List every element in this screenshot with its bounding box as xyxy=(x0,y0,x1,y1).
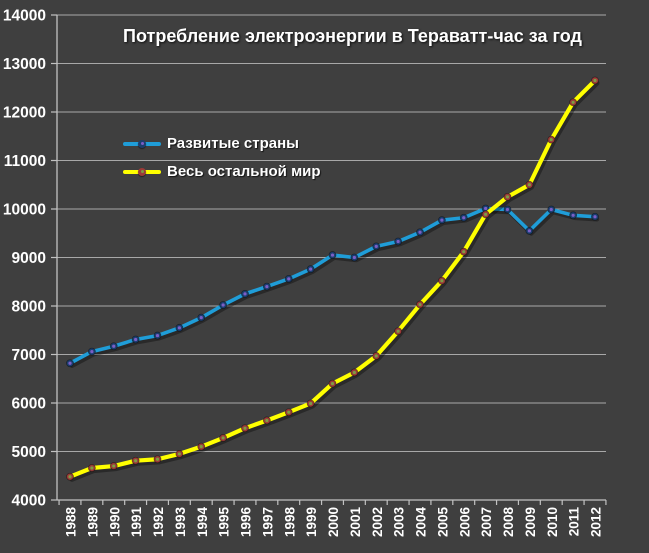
legend-item-rest-of-world: Весь остальной мир xyxy=(123,162,321,181)
svg-text:1997: 1997 xyxy=(260,507,275,537)
svg-text:1993: 1993 xyxy=(173,507,188,538)
svg-text:8000: 8000 xyxy=(12,299,46,316)
svg-text:1999: 1999 xyxy=(304,507,319,537)
legend-label-developed-countries: Развитые страны xyxy=(167,135,299,152)
svg-text:2004: 2004 xyxy=(414,507,429,538)
svg-text:14000: 14000 xyxy=(3,8,46,25)
svg-text:2006: 2006 xyxy=(457,507,472,538)
svg-text:2005: 2005 xyxy=(435,507,450,538)
svg-text:2008: 2008 xyxy=(501,507,516,538)
svg-text:1994: 1994 xyxy=(195,507,210,538)
svg-text:2007: 2007 xyxy=(479,507,494,537)
svg-text:1990: 1990 xyxy=(107,507,122,537)
svg-text:4000: 4000 xyxy=(12,493,46,510)
svg-text:2000: 2000 xyxy=(326,507,341,537)
svg-text:1989: 1989 xyxy=(85,507,100,537)
legend-line-marker-icon xyxy=(123,167,161,176)
svg-text:2001: 2001 xyxy=(348,507,363,538)
svg-text:2009: 2009 xyxy=(523,507,538,537)
svg-text:1988: 1988 xyxy=(64,507,79,538)
svg-text:1995: 1995 xyxy=(217,507,232,538)
svg-text:12000: 12000 xyxy=(3,105,46,122)
legend: Развитые страны Весь остальной мир xyxy=(123,134,321,190)
legend-label-rest-of-world: Весь остальной мир xyxy=(167,163,321,180)
svg-text:13000: 13000 xyxy=(3,56,46,73)
svg-text:5000: 5000 xyxy=(12,444,46,461)
chart-title: Потребление электроэнергии в Тераватт-ча… xyxy=(123,26,582,46)
svg-text:2002: 2002 xyxy=(370,507,385,537)
svg-text:7000: 7000 xyxy=(12,347,46,364)
svg-text:2012: 2012 xyxy=(589,507,604,537)
svg-text:1991: 1991 xyxy=(129,507,144,538)
legend-item-developed-countries: Развитые страны xyxy=(123,134,321,153)
svg-text:1998: 1998 xyxy=(282,507,297,538)
svg-text:2003: 2003 xyxy=(392,507,407,538)
svg-text:2010: 2010 xyxy=(545,507,560,537)
legend-line-marker-icon xyxy=(123,139,161,148)
svg-text:9000: 9000 xyxy=(12,250,46,267)
svg-text:2011: 2011 xyxy=(567,507,582,537)
svg-text:1992: 1992 xyxy=(151,507,166,537)
svg-text:10000: 10000 xyxy=(3,202,46,219)
svg-text:11000: 11000 xyxy=(4,153,46,170)
svg-text:1996: 1996 xyxy=(239,507,254,538)
svg-text:6000: 6000 xyxy=(12,396,46,413)
